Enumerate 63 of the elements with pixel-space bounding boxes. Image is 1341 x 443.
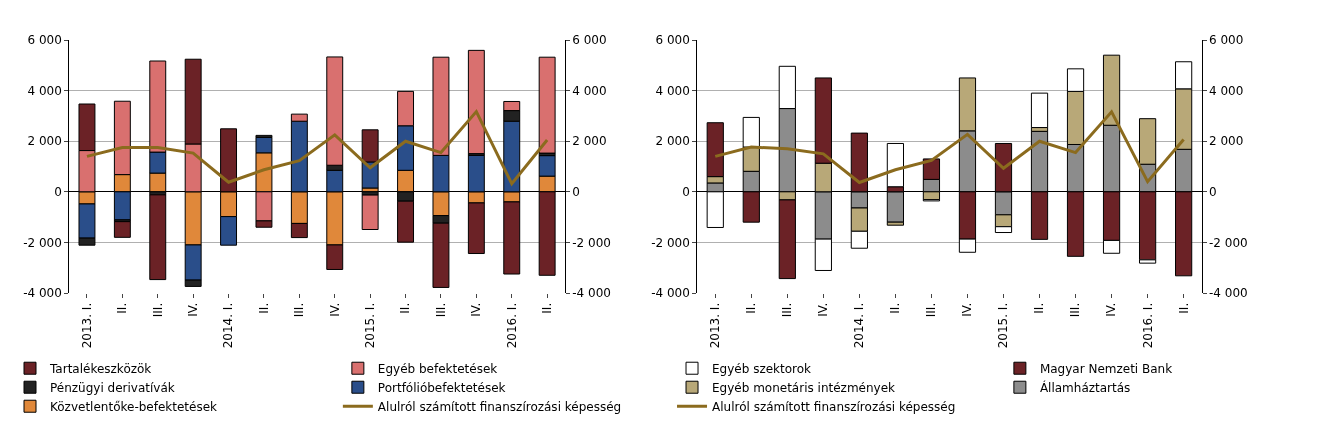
x-tick-label: IV. — [186, 302, 201, 317]
y-tick-label: 6 000 — [655, 33, 690, 48]
legend-label: Közvetlentőke-befektetések — [50, 399, 218, 414]
y2-tick-label: 2 000 — [572, 134, 607, 149]
legend-label: Pénzügyi derivatívák — [50, 380, 175, 395]
x-tick-label: III. — [433, 302, 448, 318]
y2-tick-label: 4 000 — [572, 83, 607, 98]
x-tick-label: II. — [1176, 302, 1191, 314]
x-tick-label: III. — [780, 302, 795, 318]
legend-label: Egyéb szektorok — [712, 361, 812, 376]
y-tick-label: -2 000 — [651, 235, 690, 250]
y-tick-label: -2 000 — [23, 235, 62, 250]
x-tick-label: 2013. I. — [708, 302, 723, 349]
x-tick-label: II. — [398, 302, 413, 314]
x-tick-label: 2014. I. — [221, 302, 236, 349]
y2-tick-label: 4 000 — [1209, 83, 1244, 98]
legend-label: Alulról számított finanszírozási képesség — [712, 399, 956, 414]
x-tick-label: III. — [292, 302, 307, 318]
x-tick-label: 2016. I. — [1140, 302, 1155, 349]
y-tick-label: 2 000 — [27, 134, 62, 149]
x-tick-label: II. — [1032, 302, 1047, 314]
legend-label: Tartalékeszközök — [49, 361, 152, 376]
y2-tick-label: 0 — [572, 185, 580, 199]
y-tick-label: 4 000 — [655, 83, 690, 98]
x-tick-label: IV. — [469, 302, 484, 317]
y2-tick-label: -4 000 — [1209, 286, 1248, 301]
x-tick-label: II. — [744, 302, 759, 314]
y-tick-label: 0 — [682, 185, 690, 199]
y-tick-label: -4 000 — [651, 286, 690, 301]
y2-tick-label: -4 000 — [572, 286, 611, 301]
legend-label: Alulról számított finanszírozási képesség — [377, 399, 622, 414]
y2-tick-label: 2 000 — [1209, 134, 1244, 149]
x-tick-label: 2015. I. — [996, 302, 1011, 349]
x-tick-label: III. — [1068, 302, 1083, 318]
legend-label: Egyéb monetáris intézmények — [712, 380, 896, 395]
x-tick-label: 2015. I. — [363, 302, 378, 349]
y2-tick-label: 6 000 — [1209, 33, 1244, 48]
legend-label: Államháztartás — [1039, 379, 1131, 395]
x-tick-label: IV. — [960, 302, 975, 317]
y-tick-label: 6 000 — [27, 33, 62, 48]
x-tick-label: IV. — [327, 302, 342, 317]
y-tick-label: 0 — [54, 185, 62, 199]
x-tick-label: II. — [256, 302, 271, 314]
x-tick-label: II. — [888, 302, 903, 314]
y2-tick-label: -2 000 — [572, 235, 611, 250]
x-tick-label: IV. — [816, 302, 831, 317]
y-tick-label: 4 000 — [27, 83, 62, 98]
x-tick-label: 2016. I. — [504, 302, 519, 349]
x-tick-label: IV. — [1104, 302, 1119, 317]
y-tick-label: 2 000 — [655, 134, 690, 149]
y2-tick-label: 0 — [1209, 185, 1217, 199]
y2-tick-label: -2 000 — [1209, 235, 1248, 250]
x-tick-label: II. — [540, 302, 555, 314]
x-tick-label: III. — [924, 302, 939, 318]
x-tick-label: III. — [150, 302, 165, 318]
x-tick-label: 2013. I. — [79, 302, 94, 349]
x-tick-label: 2014. I. — [852, 302, 867, 349]
x-tick-label: II. — [115, 302, 130, 314]
legend-label: Egyéb befektetések — [377, 361, 498, 376]
legend-label: Portfólióbefektetések — [377, 380, 506, 395]
legend-label: Magyar Nemzeti Bank — [1039, 361, 1173, 376]
y-tick-label: -4 000 — [23, 286, 62, 301]
y2-tick-label: 6 000 — [572, 33, 607, 48]
